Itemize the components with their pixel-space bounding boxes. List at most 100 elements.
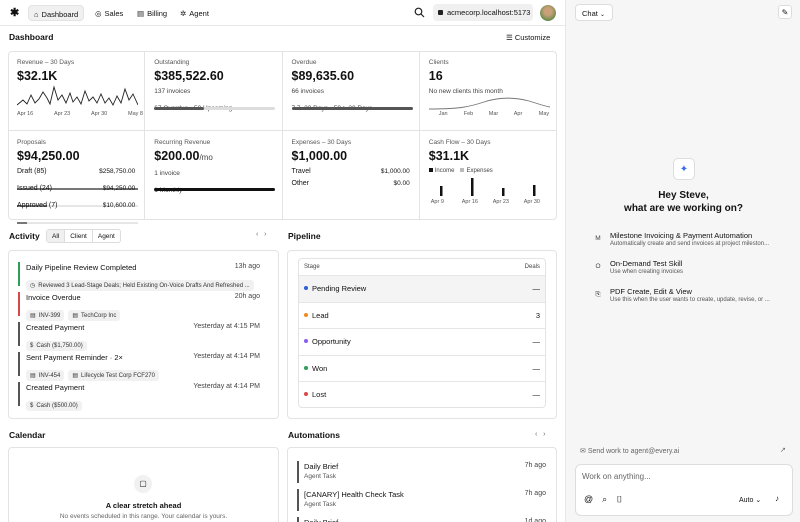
activity-title: Created Payment: [26, 323, 85, 332]
send-arrow[interactable]: ↗: [780, 447, 786, 454]
greeting-2: what are we working on?: [624, 203, 743, 214]
axis-label: Apr 16: [17, 111, 34, 117]
activity-panel: [8, 250, 279, 419]
row-amount: $258,750.00: [99, 168, 136, 175]
progress-svg: [291, 107, 413, 110]
greeting-1: Hey Steve,: [658, 190, 709, 201]
main: ✱ ⌂ Dashboard ◎ Sales ▤ Billing ✲ Agent acmecor…: [0, 4, 565, 522]
chip-icon: ▤: [30, 373, 36, 379]
progress-svg: [154, 107, 276, 110]
activity-pager[interactable]: ‹ ›: [256, 231, 267, 238]
activity-bar: [18, 322, 20, 346]
pipeline-title: Pipeline: [288, 231, 321, 241]
card-label: Recurring Revenue: [154, 139, 211, 146]
chip-icon: ▤: [72, 313, 79, 319]
customize-icon: ☰: [506, 33, 515, 42]
pipeline-row[interactable]: [299, 328, 545, 355]
chat-input[interactable]: [575, 464, 793, 516]
suggestion-title: PDF Create, Edit & View: [610, 287, 692, 296]
input-tools[interactable]: @⌕▯: [584, 494, 633, 504]
row-bar: [17, 212, 138, 230]
card-sub: 1 invoice: [154, 170, 180, 177]
pipeline-row[interactable]: [299, 354, 545, 382]
automations-pager[interactable]: ‹ ›: [535, 431, 546, 438]
new-chat[interactable]: ✎: [778, 5, 792, 19]
chip-text: TechCorp Inc: [81, 313, 117, 319]
pipeline-row[interactable]: [299, 275, 545, 302]
row-bar-svg: [17, 205, 138, 207]
bars-svg: [439, 178, 536, 196]
axis-label: Apr 30: [91, 111, 108, 117]
row-amount: $0.00: [393, 180, 410, 187]
stage-dot: [304, 339, 308, 343]
chat-tab[interactable]: Chat ⌄: [575, 4, 613, 21]
legend-label: Expenses: [466, 168, 493, 174]
avatar[interactable]: [540, 5, 556, 21]
tab[interactable]: Agent: [91, 230, 120, 242]
automation-title: [CANARY] Health Check Task: [304, 490, 404, 499]
nav-item[interactable]: ◎ Sales: [90, 5, 128, 21]
suggestion-title: Milestone Invoicing & Payment Automation: [610, 231, 753, 240]
calendar-icon: ▢: [134, 475, 152, 493]
chevron: ⌄: [599, 12, 605, 18]
card-grid: [8, 51, 557, 220]
stage-name: Lead: [312, 310, 329, 320]
card: Cash Flow – 30 Days $31.1K Income Expenses A…: [420, 131, 557, 220]
model-select[interactable]: Auto ⌄: [739, 497, 762, 504]
automation-sub: Agent Task: [304, 473, 337, 480]
stage-name: Won: [312, 363, 328, 373]
bars: [429, 176, 550, 203]
pipeline-row[interactable]: [299, 301, 545, 329]
automation-time: 7h ago: [524, 490, 546, 497]
nav-label: Agent: [189, 9, 209, 18]
automation-bar: [297, 489, 299, 511]
chat-pane: Chat ⌄ ✎ ✦ Hey Steve, what are we workin…: [565, 0, 800, 522]
tab[interactable]: Client: [64, 230, 92, 242]
axis-label: May: [538, 111, 550, 117]
pipeline-row[interactable]: [299, 381, 545, 408]
chip-icon: $: [30, 403, 34, 409]
send-row[interactable]: ✉ Send work to agent@every.ai: [580, 447, 679, 455]
suggestion[interactable]: O On-Demand Test Skill Use when creating i…: [592, 258, 792, 282]
progress-svg: [154, 188, 276, 191]
chip-text: INV-454: [38, 373, 61, 379]
search-icon[interactable]: [414, 7, 425, 18]
mic[interactable]: ♪: [775, 494, 779, 503]
automations-title: Automations: [288, 430, 340, 440]
chip-text: Lifecycle Test Corp FCF270: [81, 373, 155, 379]
activity-title: Sent Payment Reminder · 2×: [26, 353, 123, 362]
chip: ▤ INV-399: [26, 310, 65, 321]
customize-button[interactable]: ☰ Customize: [506, 33, 550, 42]
automation-title: Daily Brief: [304, 462, 339, 471]
chip-row: $ Cash ($500.00): [26, 394, 86, 412]
card-label: Overdue: [291, 59, 317, 66]
suggestion[interactable]: ⎘ PDF Create, Edit & View Use this when th…: [592, 286, 792, 310]
nav-icon: ◎: [95, 9, 102, 18]
row-amount: $10,600.00: [102, 202, 136, 209]
nav-item[interactable]: ✲ Agent: [175, 5, 214, 21]
card: Expenses – 30 Days $1,000.00 Travel $1,000.…: [283, 131, 420, 220]
activity-title: Daily Pipeline Review Completed: [26, 263, 137, 272]
nav-icon: ▤: [137, 9, 145, 18]
progress: [154, 179, 276, 197]
suggestion-icon: O: [595, 263, 601, 270]
nav-item[interactable]: ⌂ Dashboard: [28, 5, 85, 21]
nav-item[interactable]: ▤ Billing: [132, 5, 172, 21]
nav-icon: ⌂: [34, 10, 39, 19]
col-header: Deals: [524, 264, 540, 270]
row-bar: [17, 195, 138, 213]
card-value: $94,250.00: [17, 149, 80, 163]
tab[interactable]: All: [47, 230, 65, 242]
suggestion[interactable]: M Milestone Invoicing & Payment Automatio…: [592, 230, 792, 254]
activity-bar: [18, 262, 20, 286]
chip: ▤ TechCorp Inc: [68, 310, 121, 321]
progress: [291, 98, 413, 116]
host-pill[interactable]: acmecorp.localhost:5173: [433, 4, 533, 21]
chip-text: Cash ($1,750.00): [36, 343, 83, 349]
logo[interactable]: ✱: [10, 7, 20, 19]
row-bar: [17, 178, 138, 196]
sparkline-svg: [16, 85, 139, 106]
chip: $ Cash ($500.00): [26, 401, 82, 411]
chip: ▤ INV-454: [26, 370, 65, 381]
